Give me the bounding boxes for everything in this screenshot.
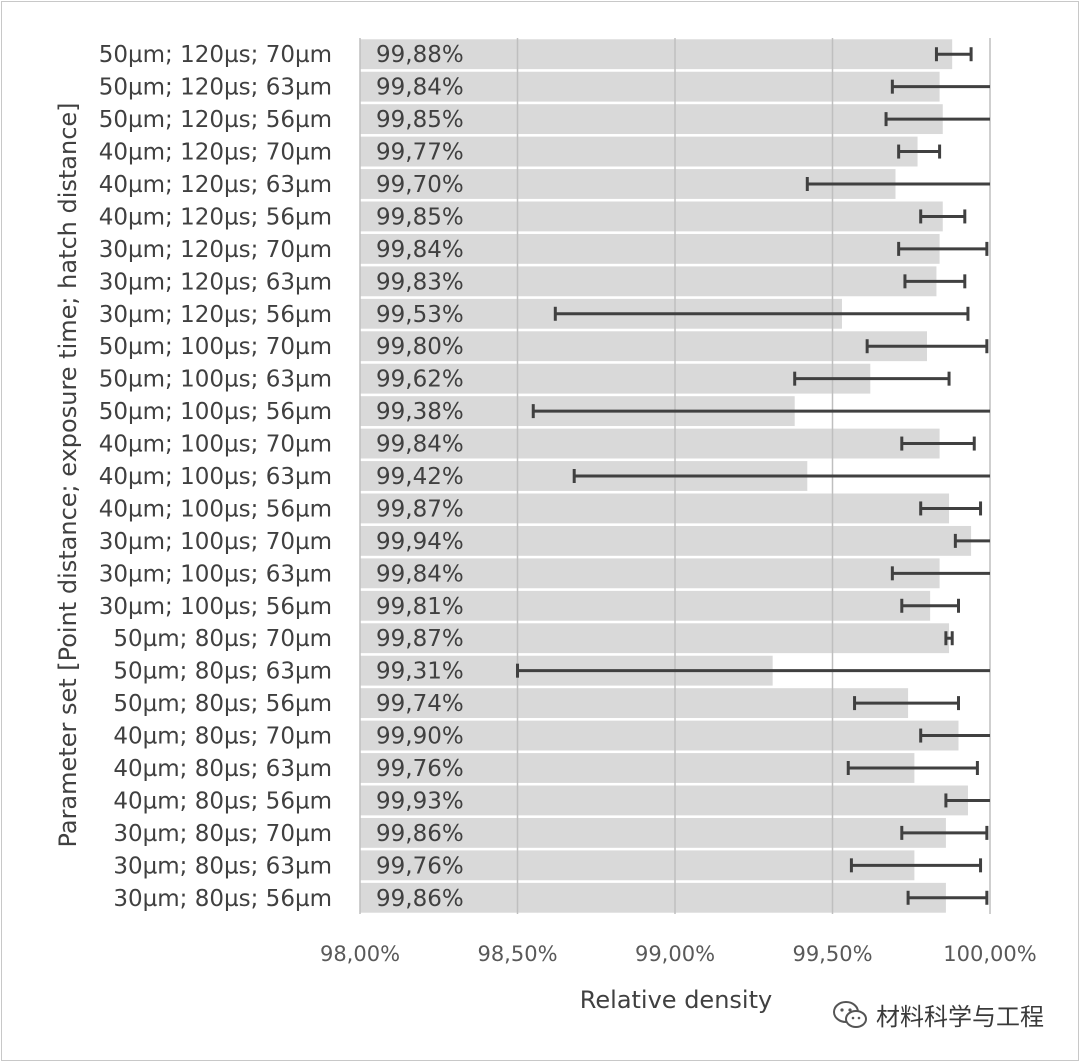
data-label-24: 99,93% xyxy=(376,788,464,814)
bar-3 xyxy=(360,104,943,135)
category-label-20: 50µm; 80µs; 63µm xyxy=(113,659,332,685)
category-labels: 50µm; 120µs; 70µm 50µm; 120µs; 63µm 50µm; … xyxy=(99,42,332,912)
category-label-11: 50µm; 100µs; 63µm xyxy=(99,367,332,393)
category-label-4: 40µm; 120µs; 70µm xyxy=(99,140,332,166)
bar-8 xyxy=(360,266,937,297)
data-label-17: 99,84% xyxy=(376,561,464,587)
x-tick-label-3: 99,00% xyxy=(635,942,715,966)
category-label-24: 40µm; 80µs; 56µm xyxy=(113,788,332,814)
bar-17 xyxy=(360,558,940,589)
category-label-9: 30µm; 120µs; 56µm xyxy=(99,302,332,328)
category-label-22: 40µm; 80µs; 70µm xyxy=(113,724,332,750)
bar-27 xyxy=(360,882,946,913)
bar-19 xyxy=(360,623,950,654)
category-label-23: 40µm; 80µs; 63µm xyxy=(113,756,332,782)
category-label-21: 50µm; 80µs; 56µm xyxy=(113,691,332,717)
category-label-3: 50µm; 120µs; 56µm xyxy=(99,107,332,133)
category-label-25: 30µm; 80µs; 70µm xyxy=(113,821,332,847)
bar-21 xyxy=(360,688,909,719)
category-label-16: 30µm; 100µs; 70µm xyxy=(99,529,332,555)
category-label-26: 30µm; 80µs; 63µm xyxy=(113,853,332,879)
bar-11 xyxy=(360,363,871,394)
data-label-1: 99,88% xyxy=(376,42,464,68)
data-label-11: 99,62% xyxy=(376,367,464,393)
data-label-7: 99,84% xyxy=(376,237,464,263)
data-label-15: 99,87% xyxy=(376,496,464,522)
data-label-10: 99,80% xyxy=(376,334,464,360)
bar-24 xyxy=(360,785,968,816)
category-label-14: 40µm; 100µs; 63µm xyxy=(99,464,332,490)
data-label-2: 99,84% xyxy=(376,75,464,101)
bar-23 xyxy=(360,753,915,783)
bar-6 xyxy=(360,201,943,232)
x-axis-title: Relative density xyxy=(580,986,772,1014)
data-label-6: 99,85% xyxy=(376,204,464,230)
data-label-12: 99,38% xyxy=(376,399,464,425)
x-tick-label-4: 99,50% xyxy=(792,942,872,966)
bar-22 xyxy=(360,720,959,751)
bar-7 xyxy=(360,233,940,264)
category-label-12: 50µm; 100µs; 56µm xyxy=(99,399,332,425)
category-label-10: 50µm; 100µs; 70µm xyxy=(99,334,332,360)
data-label-22: 99,90% xyxy=(376,724,464,750)
bars-layer xyxy=(360,39,972,913)
data-label-21: 99,74% xyxy=(376,691,464,717)
category-label-2: 50µm; 120µs; 63µm xyxy=(99,75,332,101)
bar-26 xyxy=(360,850,915,881)
x-tick-labels: 98,00% 98,50% 99,00% 99,50% 100,00% xyxy=(320,942,1037,966)
category-label-8: 30µm; 120µs; 63µm xyxy=(99,269,332,295)
bar-25 xyxy=(360,817,946,848)
bar-1 xyxy=(360,39,953,70)
bar-16 xyxy=(360,525,972,556)
category-label-7: 30µm; 120µs; 70µm xyxy=(99,237,332,263)
data-label-20: 99,31% xyxy=(376,659,464,685)
data-label-16: 99,94% xyxy=(376,529,464,555)
bar-13 xyxy=(360,428,940,459)
data-label-18: 99,81% xyxy=(376,594,464,620)
watermark: 材料科学与工程 xyxy=(832,997,1044,1032)
bar-18 xyxy=(360,590,931,621)
data-label-26: 99,76% xyxy=(376,853,464,879)
wechat-icon xyxy=(833,1000,867,1028)
category-label-19: 50µm; 80µs; 70µm xyxy=(113,626,332,652)
data-label-14: 99,42% xyxy=(376,464,464,490)
bar-2 xyxy=(360,71,940,102)
category-label-18: 30µm; 100µs; 56µm xyxy=(99,594,332,620)
data-label-13: 99,84% xyxy=(376,432,464,458)
category-label-17: 30µm; 100µs; 63µm xyxy=(99,561,332,587)
data-label-3: 99,85% xyxy=(376,107,464,133)
errorbars-layer xyxy=(516,47,990,905)
bar-15 xyxy=(360,493,950,524)
data-label-9: 99,53% xyxy=(376,302,464,328)
bar-4 xyxy=(360,136,918,167)
data-label-25: 99,86% xyxy=(376,821,464,847)
data-label-8: 99,83% xyxy=(376,269,464,295)
category-label-27: 30µm; 80µs; 56µm xyxy=(113,886,332,912)
data-label-4: 99,77% xyxy=(376,140,464,166)
data-label-19: 99,87% xyxy=(376,626,464,652)
x-tick-label-1: 98,00% xyxy=(320,942,400,966)
category-label-13: 40µm; 100µs; 70µm xyxy=(99,432,332,458)
category-label-15: 40µm; 100µs; 56µm xyxy=(99,496,332,522)
category-label-5: 40µm; 120µs; 63µm xyxy=(99,172,332,198)
data-label-23: 99,76% xyxy=(376,756,464,782)
x-tick-label-5: 100,00% xyxy=(943,942,1036,966)
watermark-text: 材料科学与工程 xyxy=(876,1003,1044,1031)
data-label-5: 99,70% xyxy=(376,172,464,198)
category-label-1: 50µm; 120µs; 70µm xyxy=(99,42,332,68)
data-label-27: 99,86% xyxy=(376,886,464,912)
x-tick-label-2: 98,50% xyxy=(477,942,557,966)
category-label-6: 40µm; 120µs; 56µm xyxy=(99,204,332,230)
value-labels: 99,88% 99,84% 99,85% 99,77% 99,70% 99,85% 99,8… xyxy=(376,42,464,912)
y-axis-title: Parameter set [Point distance; exposure … xyxy=(54,102,82,847)
